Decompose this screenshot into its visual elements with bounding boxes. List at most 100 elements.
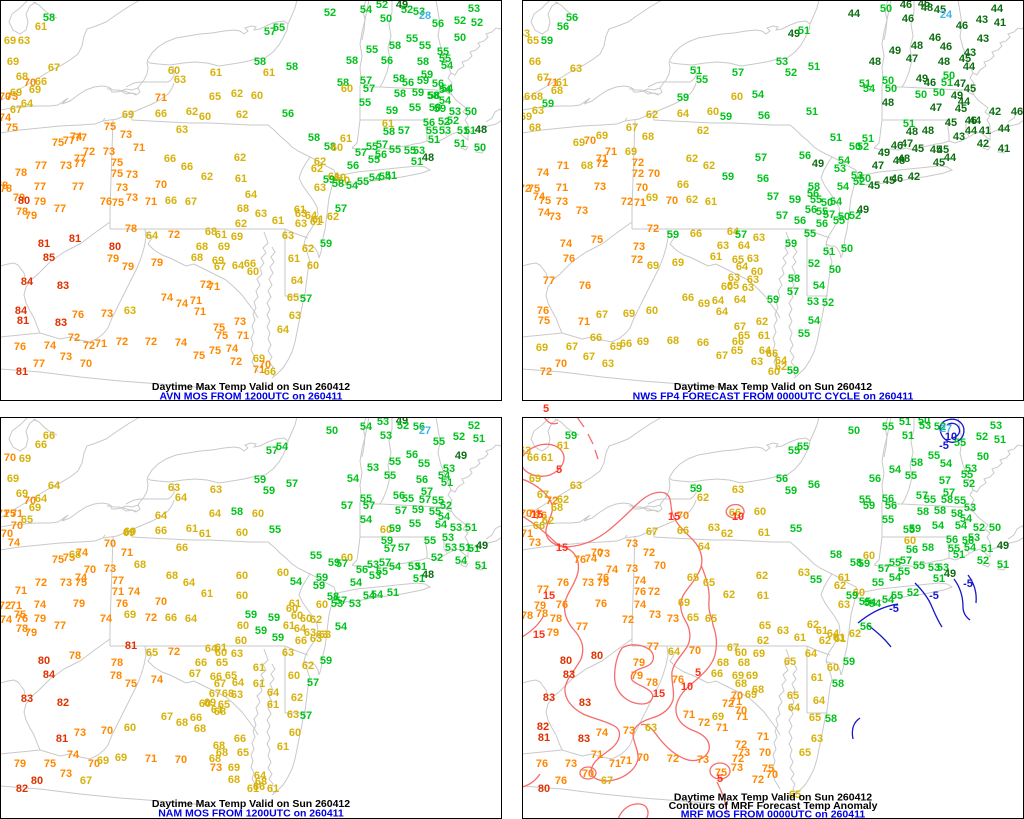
svg-text:72: 72 [145, 612, 157, 624]
svg-text:55: 55 [357, 176, 369, 188]
svg-text:48: 48 [475, 124, 487, 136]
svg-text:59: 59 [720, 111, 732, 123]
svg-text:55: 55 [924, 494, 936, 506]
svg-text:55: 55 [368, 154, 380, 166]
svg-text:48: 48 [922, 125, 934, 137]
svg-text:74: 74 [70, 131, 83, 143]
svg-text:63: 63 [304, 627, 316, 639]
svg-text:76: 76 [100, 196, 112, 208]
svg-text:55: 55 [409, 102, 421, 114]
svg-text:70: 70 [259, 359, 271, 371]
svg-text:60: 60 [199, 698, 211, 710]
svg-text:60: 60 [286, 603, 298, 615]
svg-text:71: 71 [730, 696, 742, 708]
svg-text:53: 53 [964, 502, 976, 514]
svg-text:60: 60 [215, 647, 227, 659]
svg-text:57: 57 [355, 147, 367, 159]
svg-text:58: 58 [337, 77, 349, 89]
svg-text:71: 71 [133, 142, 145, 154]
svg-text:62: 62 [236, 109, 248, 121]
svg-text:50: 50 [880, 3, 892, 15]
svg-text:56: 56 [406, 449, 418, 461]
svg-text:69: 69 [122, 109, 134, 121]
svg-text:68: 68 [752, 684, 764, 696]
svg-text:59: 59 [909, 523, 921, 535]
svg-text:60: 60 [731, 91, 743, 103]
svg-text:60: 60 [251, 90, 263, 102]
svg-text:50: 50 [848, 425, 860, 437]
svg-text:57: 57 [363, 500, 375, 512]
svg-text:68: 68 [551, 502, 563, 514]
svg-text:51: 51 [464, 125, 476, 137]
svg-text:42: 42 [977, 138, 989, 150]
svg-text:63: 63 [287, 709, 299, 721]
svg-text:75: 75 [6, 122, 18, 134]
svg-text:76: 76 [556, 599, 568, 611]
svg-text:68: 68 [205, 226, 217, 238]
svg-text:49: 49 [997, 540, 1009, 552]
svg-text:55: 55 [406, 33, 418, 45]
svg-text:51: 51 [690, 65, 702, 77]
svg-text:59: 59 [316, 572, 328, 584]
svg-text:55: 55 [419, 40, 431, 52]
svg-text:59: 59 [245, 609, 257, 621]
svg-text:81: 81 [16, 366, 28, 378]
svg-text:52: 52 [397, 420, 409, 432]
svg-text:60: 60 [236, 527, 248, 539]
svg-text:57: 57 [398, 125, 410, 137]
svg-text:53: 53 [990, 420, 1002, 432]
svg-text:70: 70 [175, 754, 187, 766]
svg-text:61: 61 [272, 215, 284, 227]
svg-text:72: 72 [145, 336, 157, 348]
svg-text:63: 63 [728, 272, 740, 284]
svg-text:67: 67 [734, 321, 746, 333]
svg-text:56: 56 [860, 621, 872, 633]
svg-text:51: 51 [473, 433, 485, 445]
svg-text:74: 74 [176, 298, 189, 310]
svg-text:75: 75 [111, 168, 123, 180]
svg-text:65: 65 [527, 35, 539, 47]
svg-text:54: 54 [955, 520, 968, 532]
svg-text:68: 68 [717, 657, 729, 669]
svg-text:73: 73 [126, 192, 138, 204]
svg-text:65: 65 [687, 572, 699, 584]
svg-text:55: 55 [903, 524, 915, 536]
svg-text:77: 77 [34, 181, 46, 193]
svg-text:68: 68 [237, 203, 249, 215]
svg-text:60: 60 [338, 175, 350, 187]
svg-text:41: 41 [994, 17, 1006, 29]
svg-text:51: 51 [387, 587, 399, 599]
svg-text:59: 59 [722, 171, 734, 183]
svg-text:54: 54 [889, 572, 902, 584]
svg-text:Daytime Max Temp Valid on Sun: Daytime Max Temp Valid on Sun 260412 [152, 798, 350, 810]
svg-text:55: 55 [859, 596, 871, 608]
svg-text:60: 60 [247, 266, 259, 278]
svg-text:77: 77 [112, 575, 124, 587]
svg-text:72: 72 [168, 646, 180, 658]
svg-text:54: 54 [363, 590, 376, 602]
svg-text:76: 76 [574, 554, 586, 566]
svg-text:81: 81 [125, 640, 137, 652]
svg-text:46: 46 [940, 41, 952, 53]
svg-text:68: 68 [228, 774, 240, 786]
svg-text:63: 63 [176, 124, 188, 136]
svg-text:69: 69 [124, 609, 136, 621]
svg-text:71: 71 [578, 316, 590, 328]
svg-text:62: 62 [807, 619, 819, 631]
svg-text:56: 56 [776, 473, 788, 485]
svg-text:58: 58 [393, 73, 405, 85]
svg-text:80: 80 [538, 783, 550, 795]
svg-text:50: 50 [943, 70, 955, 82]
svg-text:63: 63 [742, 282, 754, 294]
svg-text:56: 56 [393, 490, 405, 502]
svg-text:62: 62 [310, 614, 322, 626]
svg-text:55: 55 [409, 518, 421, 530]
svg-text:60: 60 [316, 599, 328, 611]
svg-text:49: 49 [476, 540, 488, 552]
svg-text:74: 74 [44, 340, 57, 352]
svg-text:70: 70 [735, 705, 747, 717]
svg-text:46: 46 [956, 20, 968, 32]
svg-text:52: 52 [440, 500, 452, 512]
svg-text:52: 52 [849, 210, 861, 222]
svg-text:50: 50 [326, 425, 338, 437]
